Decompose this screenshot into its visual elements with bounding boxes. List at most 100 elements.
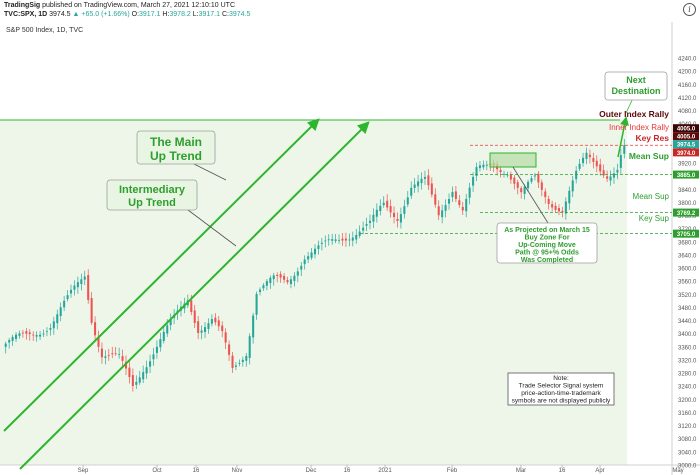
candle — [595, 155, 598, 173]
info-icon[interactable]: i — [683, 3, 696, 16]
candle — [609, 170, 612, 186]
candle-body — [547, 198, 550, 204]
y-tick-label: 3920.0 — [678, 162, 697, 168]
candle-body — [272, 275, 275, 280]
candle-body — [269, 277, 272, 283]
candle-body — [42, 333, 45, 335]
candle-body — [193, 310, 196, 324]
candle-body — [513, 177, 516, 184]
candle — [162, 325, 165, 344]
note-line1: Note: — [553, 375, 569, 382]
candle — [293, 272, 296, 287]
candle — [413, 178, 416, 193]
candle — [262, 283, 265, 291]
candle — [472, 172, 475, 192]
candle — [523, 184, 526, 200]
candle — [434, 188, 437, 208]
candlestick-series — [4, 138, 626, 392]
candle-body — [454, 191, 457, 199]
candle-body — [561, 210, 564, 212]
candle-body — [128, 367, 131, 378]
candle — [289, 275, 292, 289]
candle-body — [334, 239, 337, 242]
candle — [551, 200, 554, 212]
candle-body — [358, 231, 361, 236]
candle-body — [320, 242, 323, 244]
low-label: L: — [192, 11, 199, 18]
candle — [76, 276, 79, 294]
candle-body — [444, 205, 447, 211]
candle — [403, 199, 406, 219]
candle — [554, 202, 557, 213]
candle-body — [478, 165, 481, 169]
candle — [252, 312, 255, 344]
candle — [245, 352, 248, 367]
y-tick-label: 3360.0 — [678, 345, 697, 351]
candle — [441, 204, 444, 224]
y-tick-label: 3080.0 — [678, 437, 697, 443]
candle — [97, 330, 100, 353]
candle-body — [104, 356, 107, 358]
candle-body — [63, 300, 66, 308]
candle — [214, 313, 217, 326]
candle-body — [245, 355, 248, 361]
candle-body — [368, 220, 372, 223]
candle — [365, 217, 368, 232]
candle — [606, 170, 609, 183]
candle — [420, 172, 423, 190]
y-tick-label: 3640.0 — [678, 253, 697, 259]
candle-body — [107, 355, 110, 357]
candle-body — [289, 279, 292, 284]
candle — [355, 228, 358, 244]
candle — [537, 170, 540, 189]
price-tag: 3974.0 — [673, 148, 699, 157]
candle-body — [551, 204, 554, 208]
candle — [379, 199, 382, 216]
candle-body — [509, 174, 512, 180]
candle — [327, 234, 330, 246]
candle — [499, 166, 502, 178]
candle-body — [441, 210, 444, 218]
candle — [32, 331, 35, 341]
candle-body — [262, 285, 265, 289]
candle-body — [152, 354, 155, 360]
candle — [478, 161, 481, 172]
candle — [451, 186, 454, 203]
candle-body — [338, 239, 341, 241]
candle — [427, 169, 430, 191]
candle-body — [135, 381, 138, 385]
candle — [465, 193, 468, 218]
candle-body — [351, 237, 354, 241]
candle-body — [379, 205, 382, 212]
candle — [351, 231, 354, 247]
publisher-name[interactable]: TradingSig — [4, 2, 41, 9]
candle-body — [224, 332, 227, 343]
price-tag-label: 3885.0 — [677, 173, 696, 179]
candle-body — [427, 175, 430, 186]
candle — [207, 318, 210, 334]
candle — [616, 163, 619, 180]
intermediary-trend-line — [19, 121, 370, 470]
candle-body — [623, 145, 626, 154]
candle — [200, 325, 203, 340]
candle — [90, 292, 93, 325]
candle — [437, 200, 440, 221]
price-tag-label: 3705.0 — [677, 232, 696, 238]
note-line3: price-action-time-trademark — [521, 390, 601, 397]
candle — [217, 315, 220, 332]
candle — [310, 248, 313, 260]
candle-body — [217, 320, 220, 327]
candle-body — [162, 331, 165, 341]
candle-body — [475, 167, 478, 176]
candle-body — [313, 248, 317, 255]
outer-rally-label: Outer Index Rally — [599, 109, 669, 119]
y-tick-label: 4240.0 — [678, 57, 697, 63]
candle-body — [396, 218, 399, 221]
candle-body — [502, 173, 506, 175]
candle — [149, 354, 152, 373]
candle-body — [437, 206, 440, 216]
candle — [382, 196, 385, 208]
x-tick-label: Sep — [78, 468, 89, 474]
x-tick-label: 16 — [193, 468, 200, 474]
